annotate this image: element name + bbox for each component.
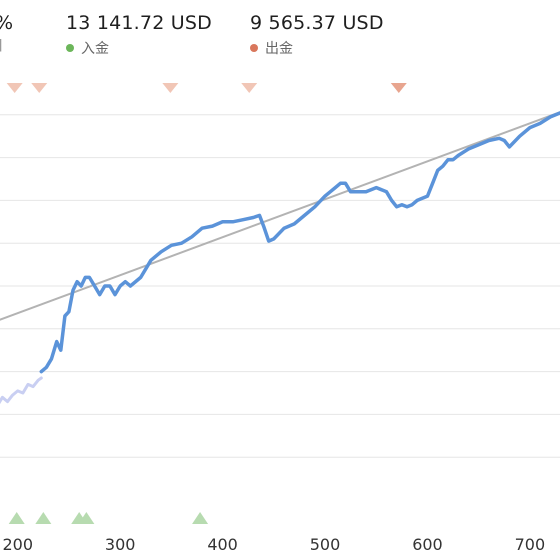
- trend-line: [0, 111, 560, 321]
- left-sublabel: ]: [0, 38, 2, 54]
- chart-header: % ] 13 141.72 USD 入金 9 565.37 USD 出金: [0, 0, 560, 70]
- x-tick-200: 200: [2, 535, 33, 554]
- legend-deposit: 入金: [66, 38, 109, 58]
- series-main-line: [39, 111, 560, 374]
- x-tick-600: 600: [412, 535, 443, 554]
- x-tick-400: 400: [207, 535, 238, 554]
- legend-withdrawal-label: 出金: [265, 41, 293, 57]
- deposit-total: 13 141.72 USD: [66, 12, 212, 34]
- withdrawal-total: 9 565.37 USD: [250, 12, 384, 34]
- withdraw-marker-2: [162, 83, 179, 93]
- deposit-marker-4: [192, 512, 209, 524]
- legend-deposit-label: 入金: [81, 41, 109, 57]
- legend-deposit-dot: [66, 44, 74, 52]
- series-faded-line: [0, 376, 43, 405]
- withdraw-marker-1: [31, 83, 48, 93]
- withdraw-marker-0: [6, 83, 23, 93]
- x-tick-300: 300: [105, 535, 136, 554]
- return-percent: %: [0, 12, 13, 34]
- x-tick-500: 500: [310, 535, 341, 554]
- legend-withdrawal: 出金: [250, 38, 293, 58]
- deposit-marker-3: [78, 512, 95, 524]
- deposit-marker-1: [35, 512, 52, 524]
- legend-withdrawal-dot: [250, 44, 258, 52]
- withdraw-marker-3: [241, 83, 258, 93]
- deposit-marker-0: [8, 512, 25, 524]
- withdraw-marker-4: [390, 83, 407, 93]
- x-tick-700: 700: [515, 535, 546, 554]
